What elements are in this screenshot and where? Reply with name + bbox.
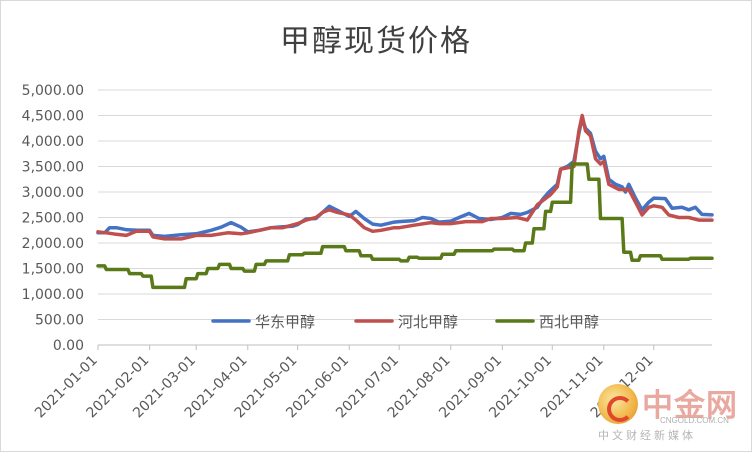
y-tick-label: 3,500.00: [22, 160, 84, 176]
series-line: [96, 162, 714, 290]
y-tick-label: 4,500.00: [22, 109, 84, 125]
chart-title: 甲醇现货价格: [280, 24, 472, 59]
legend-label: 河北甲醇: [398, 313, 458, 331]
watermark-domain: CNGOLD.COM.CN: [660, 416, 729, 425]
legend-label: 西北甲醇: [539, 313, 599, 331]
y-tick-label: 1,500.00: [22, 262, 84, 278]
y-tick-label: 4,000.00: [22, 134, 84, 150]
y-tick-label: 3,000.00: [22, 185, 84, 201]
y-tick-label: 1,000.00: [22, 287, 84, 303]
watermark-logo: 中金网 CNGOLD.COM.CN 中文财经新媒体: [598, 380, 748, 446]
y-tick-label: 5,000.00: [22, 83, 84, 99]
y-tick-label: 2,000.00: [22, 236, 84, 252]
y-tick-label: 2,500.00: [22, 211, 84, 227]
legend-label: 华东甲醇: [255, 313, 315, 331]
series-line: [96, 113, 714, 241]
watermark-name: 中金网: [642, 388, 738, 424]
y-tick-label: 500.00: [35, 313, 84, 329]
watermark-slogan: 中文财经新媒体: [598, 429, 696, 442]
cngold-logo-icon: [598, 384, 638, 424]
y-tick-label: 0.00: [53, 338, 84, 354]
